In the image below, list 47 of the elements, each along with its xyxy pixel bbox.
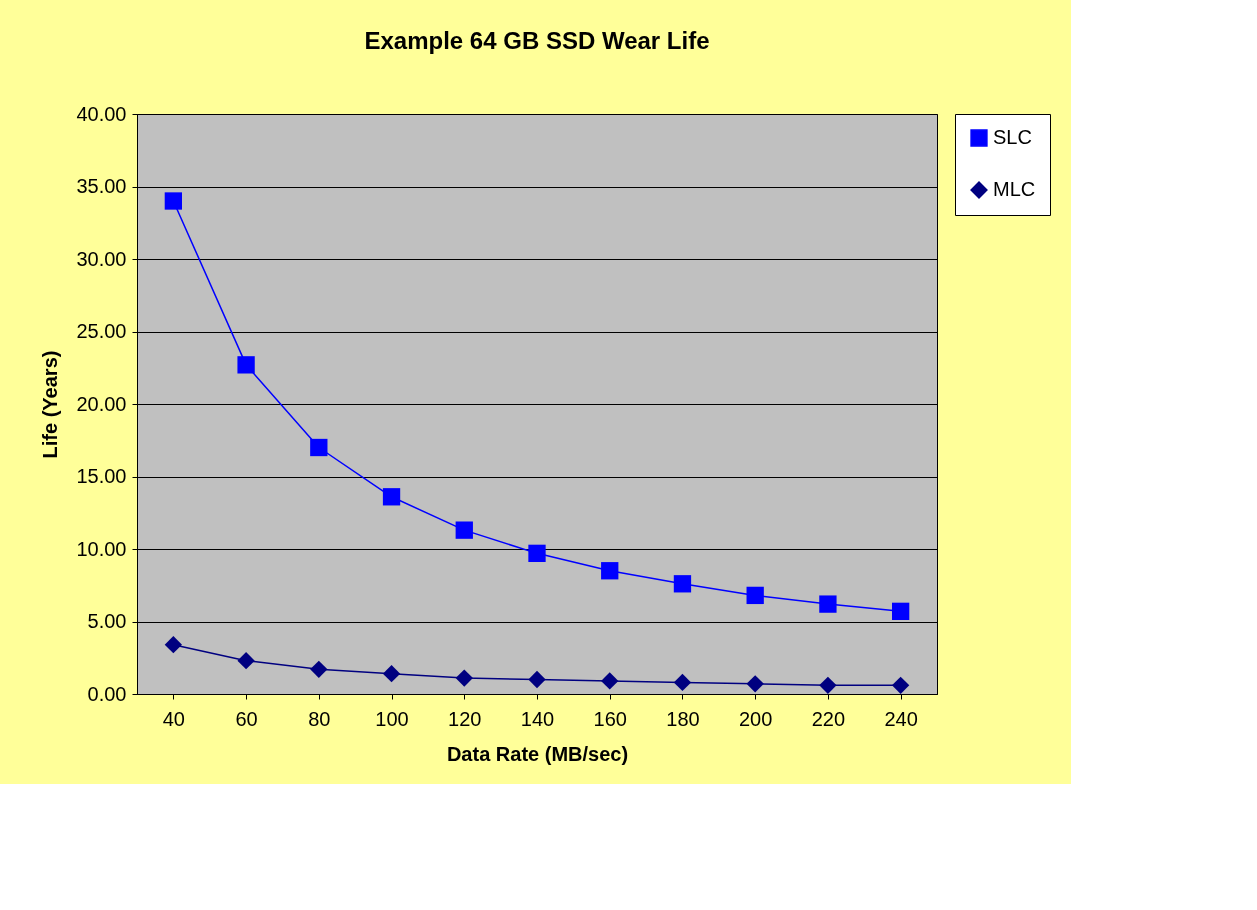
point [819,595,837,613]
point [891,602,910,621]
point [310,438,328,457]
point [891,676,910,694]
y-tick-label: 0.00 [87,682,127,705]
y-axis-title: Life (Years) [39,350,62,459]
y-tick-label: 5.00 [87,610,127,632]
x-tick-label: 200 [738,707,773,730]
y-tick-label: 40.00 [76,102,127,125]
point [382,665,401,683]
point [382,488,401,506]
y-tick-label: 30.00 [76,247,127,270]
point [673,575,692,593]
x-tick-label: 220 [811,707,846,730]
x-tick-label: 40 [162,707,185,730]
point [746,586,764,605]
point [164,636,183,654]
x-tick-label: 100 [375,707,409,730]
x-axis-title: Data Rate (MB/sec) [446,742,629,765]
x-tick-label: 160 [593,707,627,730]
point [746,675,764,693]
y-tick-label: 35.00 [76,175,127,197]
point [237,356,255,374]
point [819,676,837,694]
point [455,521,473,539]
x-tick-label: 140 [520,707,555,730]
point [673,673,692,692]
point [601,672,619,690]
chart-title: Example 64 GB SSD Wear Life [364,27,710,54]
legend-label: MLC [993,178,1036,200]
x-tick-label: 60 [235,707,258,730]
point [164,192,183,210]
x-tick-label: 80 [308,707,331,730]
point [528,544,546,563]
point [310,660,328,679]
x-tick-label: 240 [884,707,918,730]
y-tick-label: 15.00 [76,465,127,487]
y-tick-label: 25.00 [76,320,127,342]
y-tick-label: 10.00 [76,537,127,560]
point [237,651,255,670]
point [528,670,546,689]
x-tick-label: 120 [448,707,482,730]
point [455,669,473,687]
point [601,562,619,580]
x-tick-label: 180 [666,707,700,730]
legend-label: SLC [993,126,1032,148]
y-tick-label: 20.00 [76,392,127,415]
